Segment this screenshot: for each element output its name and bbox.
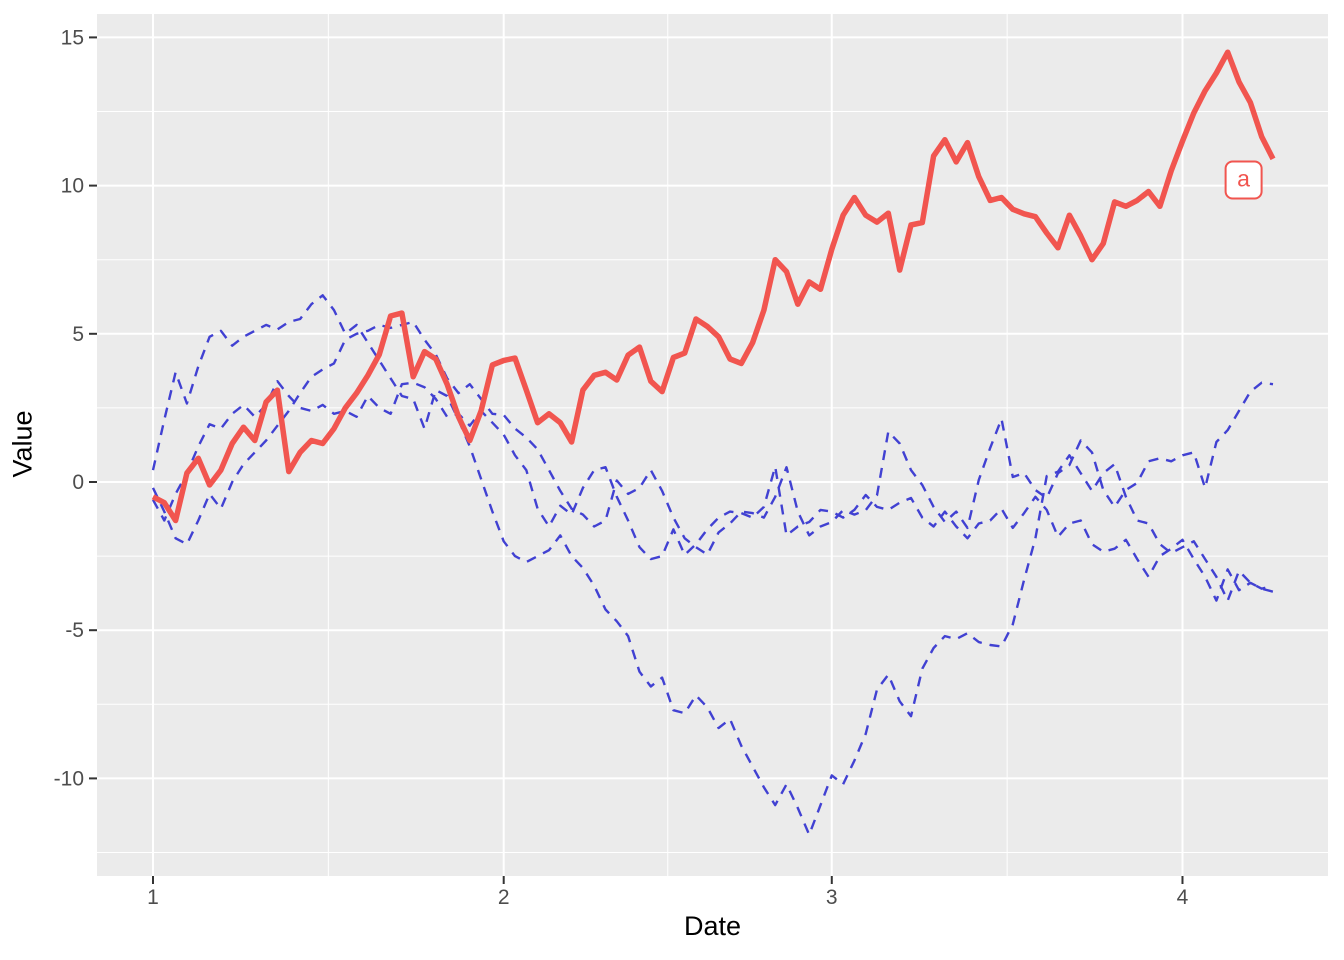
series-line-blue-1 [151,294,1274,836]
series-line-blue-2 [151,320,1274,556]
y-tick-label: 10 [61,175,84,198]
series-label-a: a [1224,160,1263,200]
y-axis-title: Value [7,410,38,478]
y-tick-label: -10 [54,767,84,790]
x-tick-label: 2 [498,886,510,909]
x-axis-title: Date [683,911,742,941]
x-tick-label: 1 [147,886,159,909]
y-tick-label: 0 [72,471,84,494]
x-tick-label: 4 [1177,886,1189,909]
x-tick-label: 3 [826,886,838,909]
panel-background [97,14,1328,876]
y-tick-label: -5 [65,619,84,642]
series-line-a [151,49,1276,524]
y-tick-label: 5 [72,323,84,346]
series-line-blue-3 [151,380,1274,602]
y-tick-label: 15 [61,26,84,49]
